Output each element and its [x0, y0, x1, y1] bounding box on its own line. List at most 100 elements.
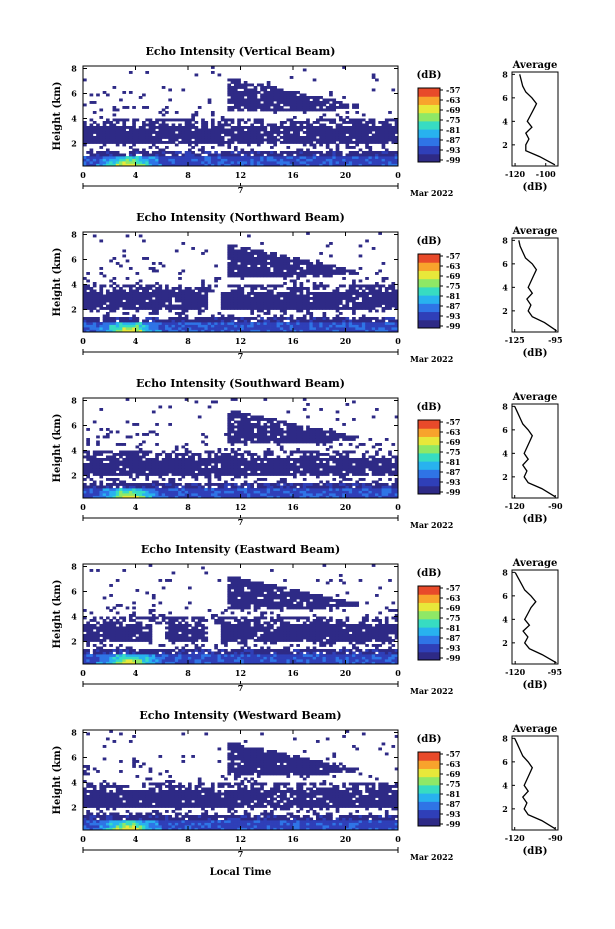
heatmap-cell — [217, 475, 222, 479]
heatmap-cell — [158, 453, 163, 456]
heatmap-cell — [332, 297, 337, 300]
heatmap-cell — [233, 413, 238, 416]
heatmap-cell — [345, 299, 350, 303]
heatmap-cell — [184, 317, 189, 320]
heatmap-cell — [342, 272, 346, 275]
heatmap-cell — [325, 274, 330, 278]
heatmap-cell — [306, 163, 310, 167]
heatmap-cell — [240, 118, 245, 122]
heatmap-cell — [302, 440, 307, 444]
heatmap-cell — [237, 425, 241, 429]
heatmap-cell — [378, 131, 382, 134]
heatmap-cell — [263, 327, 268, 330]
heatmap-cell — [306, 490, 310, 494]
heatmap-cell — [348, 327, 353, 330]
heatmap-cell — [296, 304, 300, 308]
heatmap-cell — [230, 141, 235, 144]
heatmap-cell — [384, 304, 389, 308]
heatmap-cell — [253, 267, 258, 270]
heatmap-cell — [335, 146, 340, 149]
heatmap-cell — [178, 131, 182, 134]
heatmap-cell — [338, 131, 343, 134]
heatmap-cell — [145, 128, 150, 132]
heatmap-cell — [240, 249, 245, 253]
heatmap-cell — [119, 136, 123, 139]
heatmap-cell — [371, 289, 376, 293]
heatmap-cell — [86, 307, 90, 310]
heatmap-cell — [210, 317, 215, 320]
heatmap-cell — [227, 86, 232, 89]
heatmap-cell — [92, 460, 97, 464]
heatmap-cell — [345, 153, 350, 157]
heatmap-cell — [322, 161, 327, 164]
heatmap-cell — [112, 161, 117, 164]
heatmap-cell — [99, 294, 104, 298]
heatmap-cell — [352, 103, 356, 107]
heatmap-cell — [86, 279, 90, 283]
heatmap-cell — [263, 264, 268, 268]
heatmap-cell — [99, 116, 104, 119]
heatmap-cell — [214, 463, 218, 466]
colorbar-frame — [417, 253, 441, 329]
heatmap-cell — [122, 284, 127, 288]
heatmap-cell — [184, 495, 189, 499]
heatmap-cell — [233, 78, 238, 82]
heatmap-cell — [243, 433, 248, 436]
heatmap-cell — [178, 458, 182, 461]
heatmap-cell — [322, 133, 327, 137]
heatmap-cell — [135, 141, 140, 144]
heatmap-cell — [155, 289, 159, 293]
heatmap-cell — [289, 133, 294, 137]
heatmap-cell — [161, 490, 166, 494]
heatmap-cell — [283, 262, 287, 265]
heatmap-cell — [276, 294, 281, 298]
heatmap-cell — [315, 121, 320, 124]
heatmap-cell — [122, 493, 127, 496]
heatmap-cell — [233, 267, 238, 270]
heatmap-cell — [266, 108, 271, 112]
heatmap-cell — [312, 307, 317, 310]
heatmap-cell — [230, 398, 235, 401]
heatmap-cell — [217, 126, 222, 129]
heatmap-cell — [165, 493, 169, 496]
heatmap-cell — [342, 269, 346, 273]
heatmap-cell — [342, 96, 346, 99]
heatmap-cell — [138, 297, 143, 300]
heatmap-cell — [112, 297, 117, 300]
heatmap-cell — [168, 299, 172, 303]
heatmap-cell — [83, 297, 87, 300]
heatmap-cell — [99, 287, 104, 290]
heatmap-cell — [279, 257, 284, 260]
heatmap-cell — [207, 163, 212, 167]
heatmap-cell — [273, 465, 277, 469]
heatmap-cell — [276, 133, 281, 137]
heatmap-cell — [105, 307, 110, 310]
heatmap-cell — [89, 478, 94, 481]
heatmap-cell — [325, 158, 330, 162]
heatmap-cell — [112, 136, 117, 139]
heatmap-cell — [243, 299, 248, 303]
heatmap-cell — [178, 327, 182, 330]
heatmap-cell — [138, 490, 143, 494]
heatmap-cell — [217, 123, 222, 127]
heatmap-cell — [210, 141, 215, 144]
heatmap-cell — [128, 302, 133, 305]
heatmap-cell — [296, 138, 300, 142]
heatmap-cell — [86, 327, 90, 330]
heatmap-cell — [381, 143, 386, 147]
heatmap-cell — [270, 153, 274, 157]
heatmap-cell — [296, 448, 300, 451]
heatmap-cell — [135, 458, 140, 461]
heatmap-cell — [138, 287, 143, 290]
heatmap-cell — [217, 448, 222, 451]
heatmap-cell — [99, 153, 104, 157]
heatmap-cell — [250, 158, 255, 162]
heatmap-cell — [171, 163, 176, 167]
heatmap-cell — [394, 302, 399, 305]
heatmap-cell — [181, 488, 186, 491]
heatmap-cell — [358, 153, 363, 157]
heatmap-cell — [96, 136, 100, 139]
heatmap-cell — [361, 163, 366, 167]
heatmap-cell — [335, 289, 340, 293]
heatmap-cell — [119, 493, 123, 496]
